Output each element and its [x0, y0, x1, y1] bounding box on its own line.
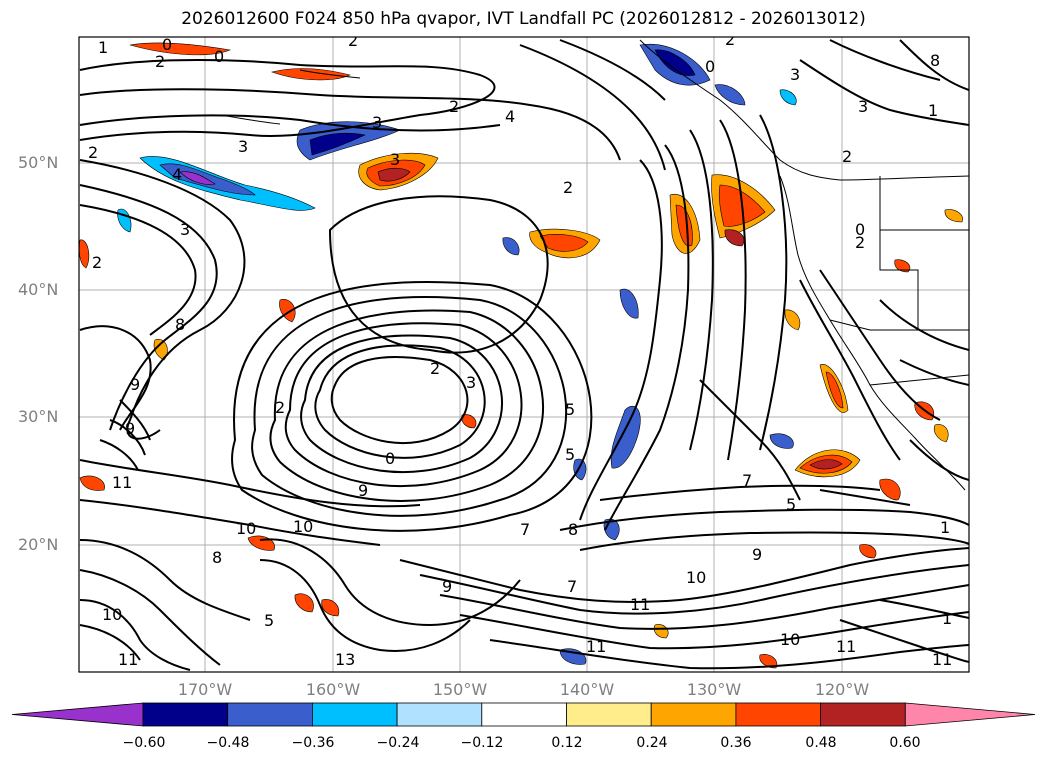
contour-label: 2: [92, 253, 102, 272]
contour-label: 2: [88, 143, 98, 162]
contour-label: 2: [275, 398, 285, 417]
contour-label: 2: [430, 359, 440, 378]
contour-label: 8: [930, 51, 940, 70]
contour-label: 9: [130, 375, 140, 394]
contour-label: 2: [563, 178, 573, 197]
contour-label: 10: [293, 517, 313, 536]
contour-label: 11: [586, 637, 606, 656]
contour-label: 1: [98, 38, 108, 57]
contour-label: 2: [155, 52, 165, 71]
contour-label: 0: [385, 449, 395, 468]
contour-label: 8: [212, 548, 222, 567]
lat-label-30n: 30°N: [18, 407, 59, 426]
contour-label: 0: [705, 57, 715, 76]
colorbar-tick: 0.36: [720, 735, 752, 751]
contour-label: 10: [686, 568, 706, 587]
contour-label: 11: [118, 650, 138, 669]
colorbar-tick: 0.60: [889, 735, 921, 751]
qvapor-filled-contours: [79, 42, 963, 669]
contour-label: 8: [175, 315, 185, 334]
colorbar-tick: −0.60: [122, 735, 166, 751]
lon-label-150w: 150°W: [432, 680, 488, 699]
contour-label: 10: [236, 519, 256, 538]
contour-label: 3: [372, 113, 382, 132]
contour-label: 5: [264, 611, 274, 630]
map-plot-area: 1 0 2 0 2 2 3 3 4 3 2 4 3 2 2 8 1 0 2 0 …: [79, 30, 969, 672]
colorbar-tick: −0.24: [376, 735, 420, 751]
contour-label: 2: [449, 97, 459, 116]
contour-label: 11: [112, 473, 132, 492]
contour-label: 5: [565, 445, 575, 464]
colorbar-tick: −0.48: [206, 735, 250, 751]
lat-label-20n: 20°N: [18, 535, 59, 554]
contour-label: 7: [742, 471, 752, 490]
lat-label-40n: 40°N: [18, 280, 59, 299]
colorbar-segment: [227, 702, 313, 727]
colorbar-segment: [735, 702, 822, 727]
lon-label-170w: 170°W: [177, 680, 233, 699]
contour-label: 4: [505, 107, 515, 126]
colorbar-segment: [481, 702, 567, 727]
contour-label: 9: [125, 419, 135, 438]
colorbar-tick: −0.12: [460, 735, 504, 751]
contour-label: 7: [520, 520, 530, 539]
contour-label: 9: [358, 481, 368, 500]
contour-label: 3: [238, 137, 248, 156]
colorbar-tick: 0.12: [551, 735, 583, 751]
contour-label: 13: [335, 650, 355, 669]
colorbar: [11, 702, 1036, 727]
contour-label: 2: [348, 31, 358, 50]
colorbar-segment: [650, 702, 737, 727]
contour-label: 3: [390, 150, 400, 169]
lat-label-50n: 50°N: [18, 153, 59, 172]
lon-label-120w: 120°W: [814, 680, 870, 699]
colorbar-segment: [396, 702, 483, 727]
colorbar-tick: −0.36: [291, 735, 335, 751]
colorbar-segment: [566, 702, 652, 727]
contour-label: 11: [836, 637, 856, 656]
lon-label-160w: 160°W: [305, 680, 361, 699]
coastlines: [219, 39, 969, 491]
contour-label: 7: [567, 577, 577, 596]
contour-label: 10: [780, 630, 800, 649]
contour-label: 0: [214, 47, 224, 66]
contour-label: 0: [855, 220, 865, 239]
colorbar-segment: [311, 702, 398, 727]
contour-label: 2: [725, 30, 735, 49]
contour-label: 1: [942, 609, 952, 628]
contour-label: 8: [568, 520, 578, 539]
contour-label: 3: [466, 373, 476, 392]
contour-label: 1: [928, 101, 938, 120]
colorbar-extend-min: [11, 702, 144, 727]
contour-label: 5: [786, 495, 796, 514]
lon-label-140w: 140°W: [559, 680, 615, 699]
contour-label: 5: [565, 400, 575, 419]
contour-label: 4: [172, 165, 182, 184]
gridlines: [79, 37, 969, 672]
contour-label: 2: [855, 233, 865, 252]
contour-label: 2: [842, 147, 852, 166]
colorbar-segment: [820, 702, 906, 727]
contour-label: 3: [858, 97, 868, 116]
colorbar-segment: [142, 702, 229, 727]
contour-label: 11: [630, 595, 650, 614]
contour-label: 11: [932, 650, 952, 669]
contour-label: 9: [752, 545, 762, 564]
colorbar-extend-max: [904, 702, 1036, 727]
lon-label-130w: 130°W: [686, 680, 742, 699]
contour-label: 3: [180, 220, 190, 239]
contour-label: 3: [790, 65, 800, 84]
contour-label: 0: [162, 35, 172, 54]
colorbar-tick: 0.48: [805, 735, 837, 751]
map-title: 2026012600 F024 850 hPa qvapor, IVT Land…: [181, 9, 866, 29]
contour-label: 9: [442, 577, 452, 596]
colorbar-tick: 0.24: [636, 735, 668, 751]
contour-label: 1: [940, 518, 950, 537]
map-frame: [78, 36, 970, 673]
contour-labels: 1 0 2 0 2 2 3 3 4 3 2 4 3 2 2 8 1 0 2 0 …: [88, 30, 952, 669]
ivt-contour-lines: [79, 39, 969, 671]
contour-label: 10: [102, 605, 122, 624]
